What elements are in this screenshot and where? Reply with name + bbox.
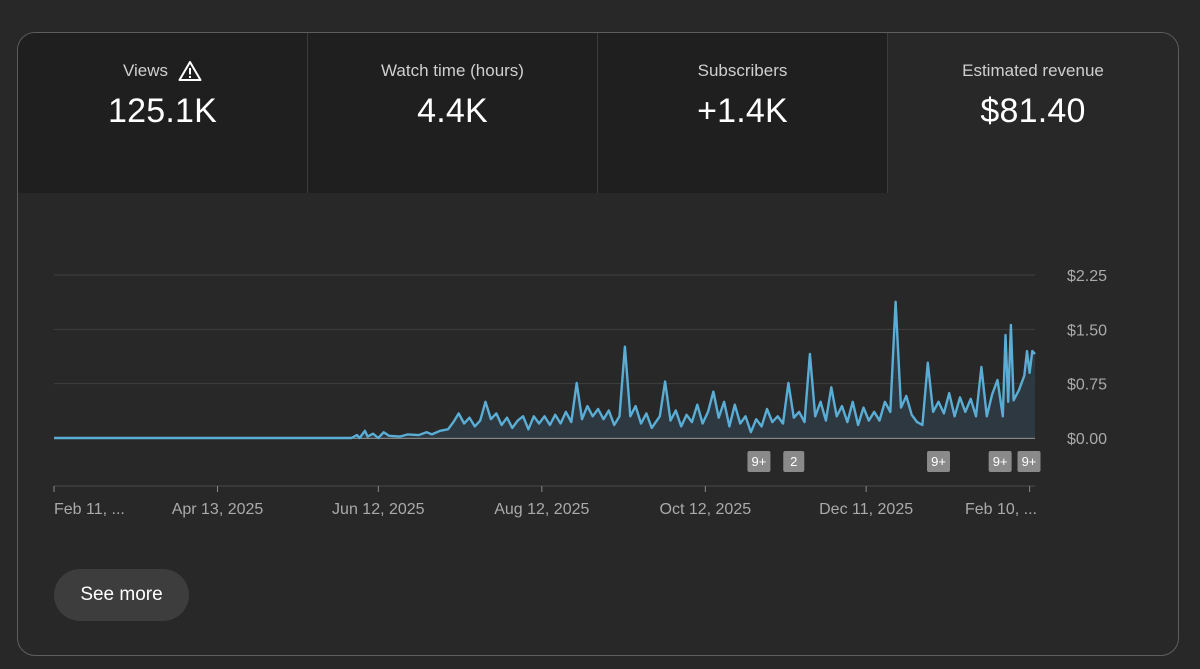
x-tick-label: Feb 11, ... [54, 501, 125, 518]
metric-value-estimated-revenue: $81.40 [980, 92, 1086, 130]
annotation-badge-bg [783, 451, 805, 472]
metric-tab-estimated-revenue[interactable]: Estimated revenue $81.40 [888, 33, 1178, 193]
annotation-badge[interactable]: 9+ [927, 451, 951, 472]
metric-tab-watch-time[interactable]: Watch time (hours) 4.4K [308, 33, 598, 193]
annotation-badge[interactable]: 9+ [747, 451, 771, 472]
metric-label-estimated-revenue: Estimated revenue [962, 61, 1104, 80]
annotation-badge-label: 2 [790, 454, 797, 469]
metric-label-row: Views [18, 60, 307, 82]
metric-tab-views[interactable]: Views 125.1K [18, 33, 308, 193]
x-tick-label: Dec 11, 2025 [819, 501, 913, 518]
annotation-badge-bg [927, 451, 951, 472]
analytics-card: Views 125.1K Watch time (hours) 4.4K Sub… [17, 32, 1179, 656]
metric-tab-subscribers[interactable]: Subscribers +1.4K [598, 33, 888, 193]
metric-tabs: Views 125.1K Watch time (hours) 4.4K Sub… [18, 33, 1178, 193]
annotation-badge-bg [747, 451, 771, 472]
metric-label-watch-time: Watch time (hours) [381, 61, 524, 80]
metric-value-watch-time: 4.4K [417, 92, 488, 130]
metric-label-views: Views [122, 61, 169, 80]
revenue-chart: $2.25 $1.50 $0.75 $0.00 Feb 11, ... Apr 13, … [53, 268, 1107, 518]
annotation-badge[interactable]: 9+ [988, 451, 1012, 472]
x-tick-label: Oct 12, 2025 [660, 501, 752, 518]
annotation-badge[interactable]: 2 [783, 451, 805, 472]
metric-label-subscribers: Subscribers [697, 61, 788, 80]
x-tick-label: Jun 12, 2025 [332, 501, 425, 518]
x-tick-label: Aug 12, 2025 [494, 501, 589, 518]
annotation-badge-label: 9+ [1022, 454, 1037, 469]
y-tick-label: $2.25 [1067, 268, 1107, 285]
metric-value-views: 125.1K [108, 92, 217, 130]
y-tick-label: $0.75 [1067, 377, 1107, 394]
annotation-badge-bg [1017, 451, 1041, 472]
y-tick-label: $1.50 [1067, 322, 1107, 339]
annotation-badge[interactable]: 9+ [1017, 451, 1041, 472]
warning-icon[interactable] [178, 60, 202, 82]
x-tick-label: Feb 10, ... [965, 501, 1037, 518]
y-tick-label: $0.00 [1067, 431, 1107, 448]
revenue-area [54, 301, 1035, 438]
annotation-badge-label: 9+ [993, 454, 1008, 469]
annotation-badge-label: 9+ [931, 454, 946, 469]
x-tick-label: Apr 13, 2025 [172, 501, 264, 518]
metric-value-subscribers: +1.4K [697, 92, 788, 130]
annotation-badge-label: 9+ [752, 454, 767, 469]
see-more-button[interactable]: See more [54, 569, 189, 621]
annotation-badge-bg [988, 451, 1012, 472]
revenue-line[interactable] [54, 300, 1036, 440]
